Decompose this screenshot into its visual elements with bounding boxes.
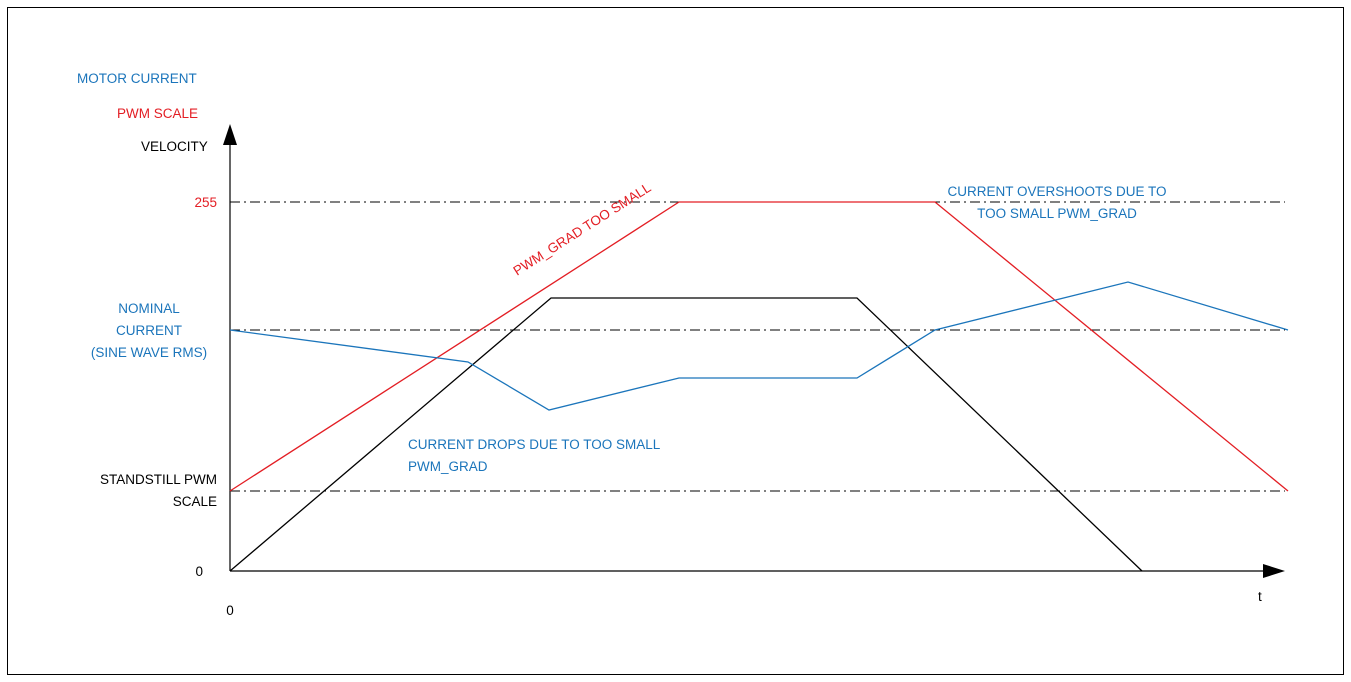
annotation-current-overshoots-line2: TOO SMALL PWM_GRAD xyxy=(977,206,1137,221)
pwm-scale-curve xyxy=(229,201,1289,492)
y-label-standstill-line1: STANDSTILL PWM xyxy=(100,472,217,487)
y-label-nominal-line3: (SINE WAVE RMS) xyxy=(91,345,207,360)
x-axis-label-t: t xyxy=(1258,589,1262,604)
y-axis-arrowhead xyxy=(223,124,237,145)
x-axis-arrowhead xyxy=(1263,564,1285,578)
y-label-zero: 0 xyxy=(195,564,203,579)
y-label-standstill-line2: SCALE xyxy=(173,494,217,509)
y-label-255: 255 xyxy=(194,195,217,210)
legend-motor-current: MOTOR CURRENT xyxy=(77,71,197,86)
velocity-curve xyxy=(229,297,1143,572)
legend-pwm-scale: PWM SCALE xyxy=(117,106,198,121)
x-label-origin: 0 xyxy=(226,603,234,618)
motor-current-curve xyxy=(229,281,1289,411)
annotation-current-overshoots-line1: CURRENT OVERSHOOTS DUE TO xyxy=(947,184,1166,199)
legend-velocity: VELOCITY xyxy=(141,139,208,154)
annotation-current-drops-line1: CURRENT DROPS DUE TO TOO SMALL xyxy=(408,437,661,452)
y-label-nominal-line1: NOMINAL xyxy=(118,301,180,316)
annotation-current-drops-line2: PWM_GRAD xyxy=(408,459,488,474)
y-label-nominal-line2: CURRENT xyxy=(116,323,182,338)
